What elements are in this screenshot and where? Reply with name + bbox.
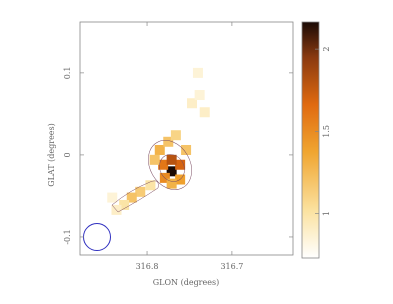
- colorbar-tick-label: 1: [322, 211, 331, 216]
- y-tick-label: 0.1: [63, 66, 72, 79]
- colorbar-tick-label: 2: [322, 47, 331, 52]
- x-tick-label: 316.8: [136, 262, 159, 271]
- y-tick-label: 0: [63, 152, 72, 157]
- beam: [83, 223, 111, 251]
- pixel: [192, 67, 203, 78]
- pixel: [181, 144, 192, 155]
- pixel: [194, 90, 205, 101]
- contours: [111, 140, 192, 213]
- pixel: [135, 186, 146, 197]
- pixel: [126, 192, 137, 203]
- colorbar: [301, 21, 320, 259]
- y-axis-label: GLAT (degrees): [47, 123, 56, 187]
- pixel: [187, 98, 198, 109]
- pixel: [107, 192, 118, 203]
- pixel: [175, 159, 186, 170]
- pixel: [170, 130, 181, 141]
- plot-frame: [79, 21, 294, 256]
- pixel: [166, 178, 177, 189]
- pixel: [149, 154, 160, 165]
- pixel: [145, 180, 156, 191]
- pixel: [158, 159, 169, 170]
- image: [107, 67, 210, 215]
- pixel: [163, 136, 174, 147]
- pixel: [119, 199, 130, 210]
- pixel: [166, 154, 177, 165]
- pixel: [166, 166, 177, 177]
- x-tick-label: 316.7: [220, 262, 243, 271]
- pixel: [154, 144, 165, 155]
- y-tick-label: -0.1: [63, 229, 72, 244]
- colorbar-tick-label: 1.5: [322, 125, 331, 138]
- x-axis-label: GLON (degrees): [153, 278, 219, 287]
- pixel: [199, 107, 210, 118]
